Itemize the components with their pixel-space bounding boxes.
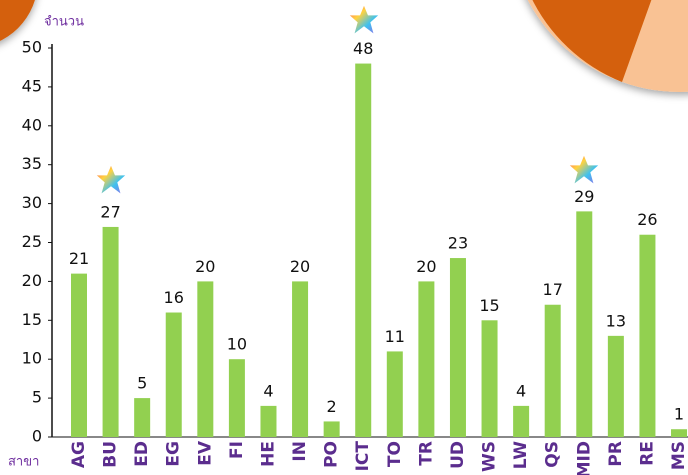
y-tick-label: 40 [22, 115, 42, 134]
bar [386, 351, 403, 437]
bar [323, 421, 340, 437]
x-tick-label: PO [322, 441, 342, 468]
bar [418, 281, 435, 437]
value-label: 4 [516, 381, 526, 400]
value-label: 16 [164, 288, 184, 307]
value-label: 23 [448, 234, 468, 253]
bar [355, 63, 372, 438]
x-tick-label: RE [637, 441, 657, 466]
star-icon [95, 164, 127, 195]
x-tick-label: WS [480, 441, 500, 472]
star-icon [348, 4, 380, 35]
bar [197, 281, 214, 437]
y-tick-label: 45 [22, 76, 42, 95]
bar [260, 405, 277, 437]
value-label: 5 [137, 374, 147, 393]
x-tick-label: ICT [353, 441, 373, 472]
x-tick-label: IN [290, 441, 310, 462]
bar [134, 398, 151, 437]
bar [607, 335, 624, 437]
bar [449, 258, 466, 437]
y-tick-label: 30 [22, 193, 42, 212]
bar [71, 273, 87, 437]
value-label: 10 [227, 335, 247, 354]
star-icon [568, 154, 600, 185]
bar [513, 405, 530, 437]
y-tick-label: 35 [22, 154, 42, 173]
x-tick-label: TO [385, 441, 405, 467]
value-label: 2 [327, 397, 337, 416]
y-tick-label: 20 [22, 271, 42, 290]
value-label: 4 [263, 381, 273, 400]
x-tick-label: AG [69, 441, 89, 468]
y-tick-label: 15 [22, 310, 42, 329]
bar [639, 234, 656, 437]
x-tick-label: PR [606, 441, 626, 467]
value-label: 15 [479, 296, 499, 315]
value-label: 20 [290, 257, 310, 276]
y-tick-label: 25 [22, 232, 42, 251]
value-label: 17 [543, 280, 563, 299]
value-label: 27 [100, 202, 120, 221]
bar [544, 304, 561, 437]
value-label: 29 [574, 187, 594, 206]
value-label: 21 [69, 249, 89, 268]
y-axis-title: จำนวน [44, 15, 84, 30]
y-tick-label: 5 [32, 388, 42, 407]
decor-circle [0, 0, 35, 42]
x-tick-label: FI [227, 441, 247, 459]
x-tick-label: BU [101, 441, 121, 468]
value-label: 1 [674, 405, 684, 424]
y-tick-label: 10 [22, 349, 42, 368]
x-tick-label: ED [132, 441, 152, 467]
x-axis-title: สาขา [8, 455, 39, 470]
y-tick-label: 0 [32, 427, 42, 446]
bar [671, 429, 688, 437]
value-label: 20 [416, 257, 436, 276]
bar [165, 312, 182, 437]
x-tick-label: LW [511, 441, 531, 470]
value-label: 20 [195, 257, 215, 276]
value-label: 11 [385, 327, 405, 346]
x-tick-label: QS [543, 441, 563, 468]
x-tick-label: HE [258, 441, 278, 467]
bar [576, 211, 593, 437]
bar [102, 226, 119, 437]
bar [228, 359, 245, 437]
decor-pie [527, 0, 688, 92]
x-tick-label: MID [574, 441, 594, 475]
value-label: 26 [637, 210, 657, 229]
value-label: 13 [606, 311, 626, 330]
bar [481, 320, 498, 437]
x-tick-label: TR [416, 441, 436, 466]
x-tick-label: EG [164, 441, 184, 467]
y-tick-label: 50 [22, 38, 42, 57]
bar [292, 281, 309, 437]
value-label: 48 [353, 39, 373, 58]
x-tick-label: UD [448, 441, 468, 469]
x-tick-label: EV [195, 440, 215, 466]
x-tick-label: MS [669, 441, 688, 470]
